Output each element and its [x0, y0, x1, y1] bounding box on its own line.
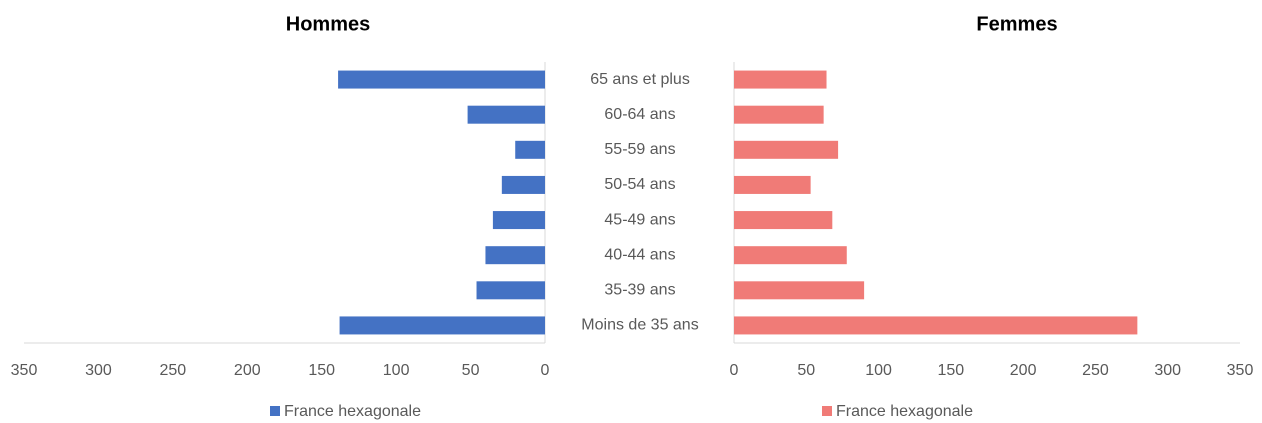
- bar: [734, 246, 847, 265]
- bar: [339, 316, 545, 335]
- x-tick-label: 300: [85, 362, 112, 379]
- bar: [734, 140, 839, 159]
- x-tick-label: 0: [730, 362, 739, 379]
- y-tick-label: Moins de 35 ans: [581, 317, 698, 334]
- bar: [485, 246, 545, 265]
- x-tick-label: 100: [865, 362, 892, 379]
- legend-label: France hexagonale: [836, 403, 973, 420]
- y-tick-label: 35-39 ans: [604, 282, 675, 299]
- x-tick-label: 350: [11, 362, 38, 379]
- bar: [501, 175, 545, 194]
- x-tick-label: 250: [160, 362, 187, 379]
- chart-title: Hommes: [286, 13, 370, 35]
- bar: [734, 105, 824, 124]
- bar: [734, 70, 827, 89]
- bar: [467, 105, 545, 124]
- x-tick-label: 350: [1227, 362, 1254, 379]
- y-tick-label: 65 ans et plus: [590, 71, 690, 88]
- x-tick-label: 250: [1082, 362, 1109, 379]
- x-tick-label: 0: [541, 362, 550, 379]
- bar: [338, 70, 545, 89]
- bar: [492, 211, 545, 230]
- chart-title: Femmes: [976, 13, 1057, 35]
- x-tick-label: 150: [938, 362, 965, 379]
- y-tick-label: 55-59 ans: [604, 141, 675, 158]
- bar: [734, 281, 865, 300]
- y-tick-label: 40-44 ans: [604, 246, 675, 263]
- x-tick-label: 50: [462, 362, 480, 379]
- x-tick-label: 200: [234, 362, 261, 379]
- legend-label: France hexagonale: [284, 403, 421, 420]
- bar: [476, 281, 545, 300]
- x-tick-label: 50: [797, 362, 815, 379]
- y-tick-label: 60-64 ans: [604, 106, 675, 123]
- bar: [734, 211, 833, 230]
- x-tick-label: 200: [1010, 362, 1037, 379]
- legend-swatch: [822, 406, 832, 416]
- legend-swatch: [270, 406, 280, 416]
- bar: [734, 175, 811, 194]
- x-tick-label: 100: [383, 362, 410, 379]
- y-tick-label: 50-54 ans: [604, 176, 675, 193]
- x-tick-label: 300: [1154, 362, 1181, 379]
- bar: [515, 140, 545, 159]
- x-tick-label: 150: [308, 362, 335, 379]
- y-tick-label: 45-49 ans: [604, 211, 675, 228]
- bar: [734, 316, 1138, 335]
